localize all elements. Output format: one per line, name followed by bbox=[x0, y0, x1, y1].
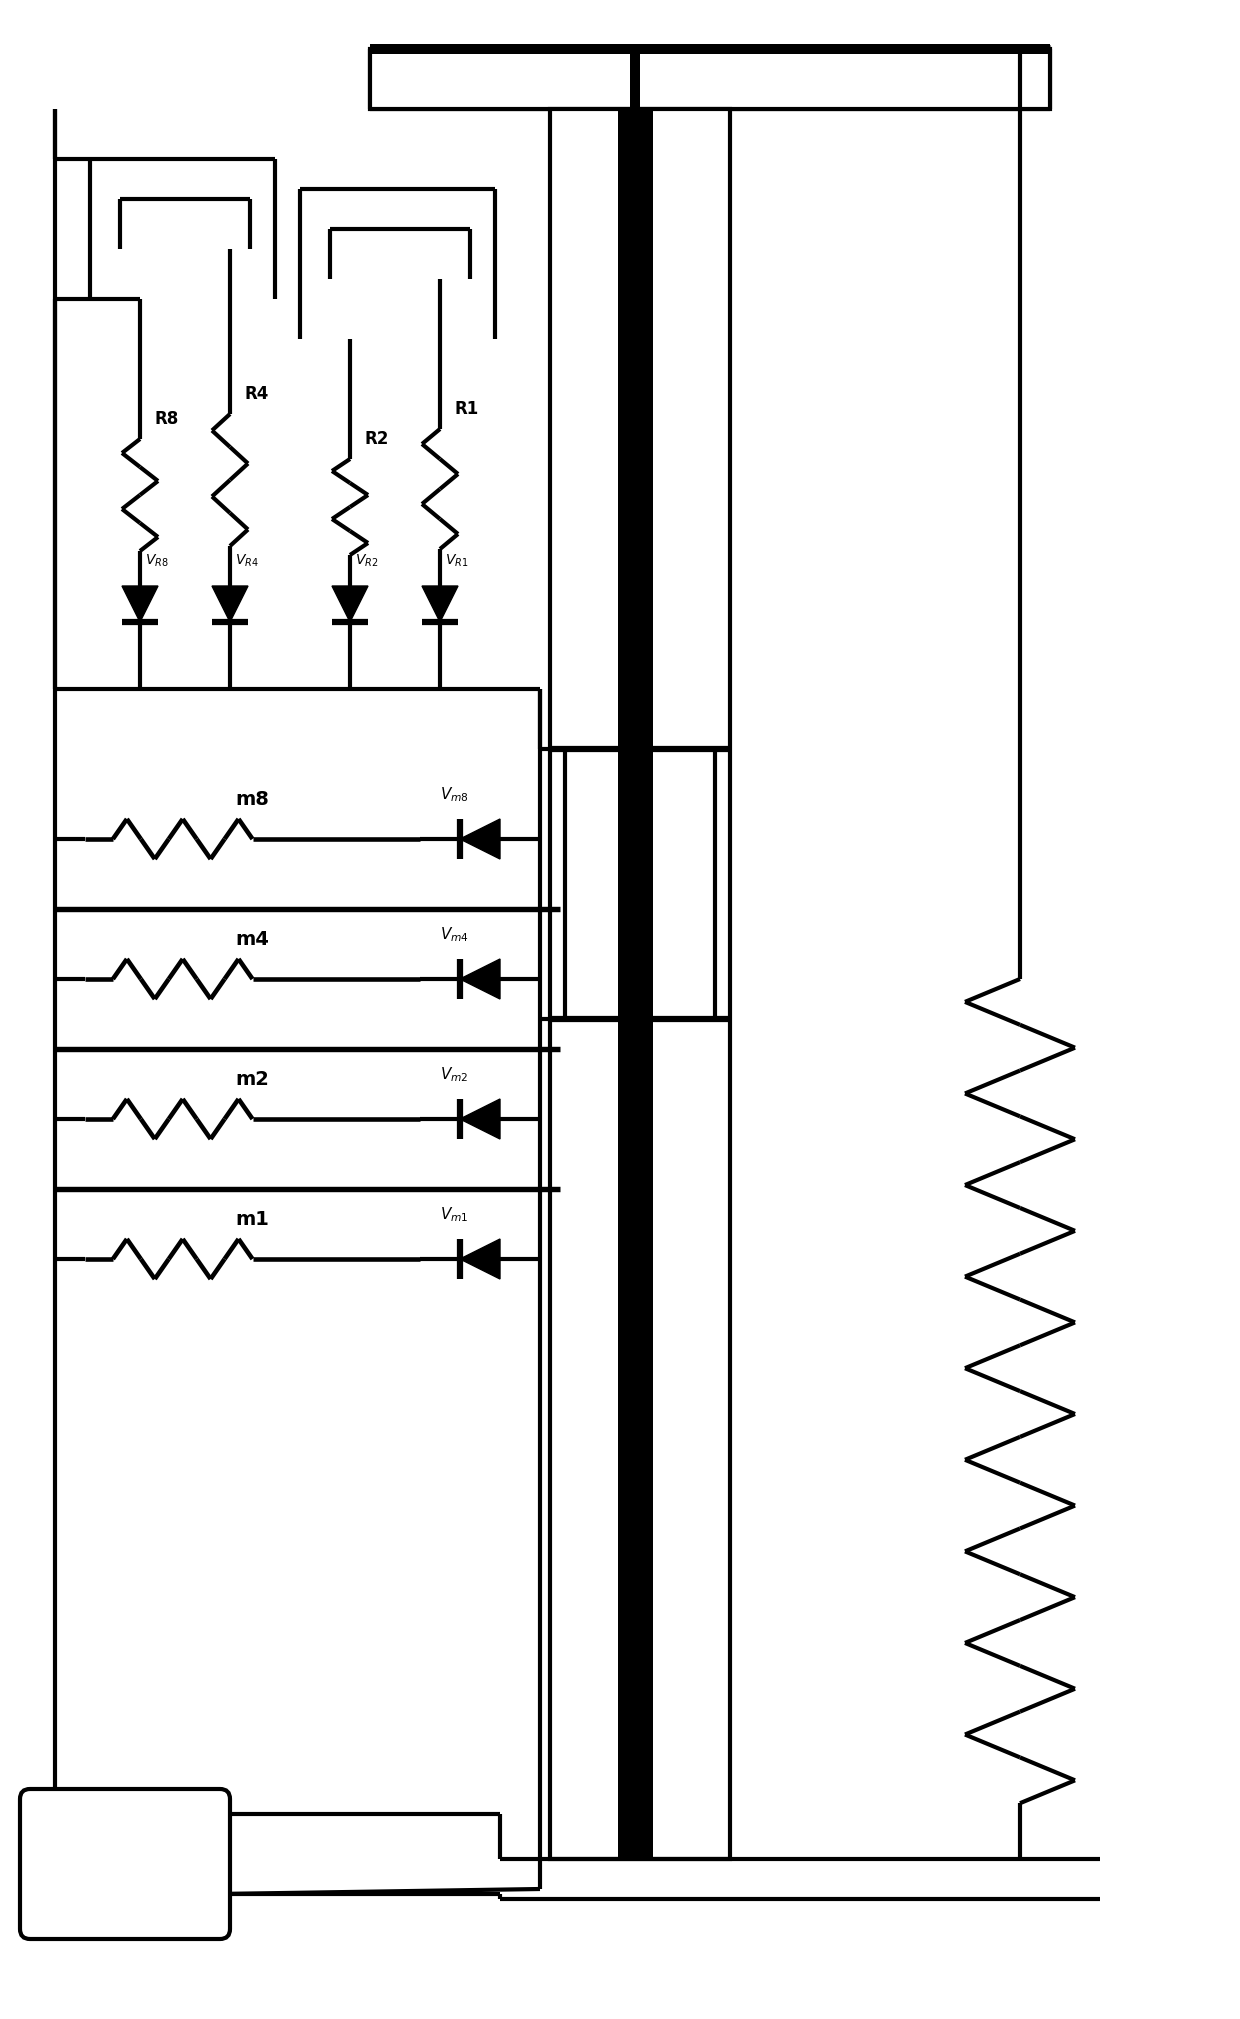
Polygon shape bbox=[212, 586, 248, 622]
Text: $V_{R4}$: $V_{R4}$ bbox=[236, 553, 259, 569]
Text: R1: R1 bbox=[455, 400, 479, 418]
Polygon shape bbox=[422, 586, 458, 622]
Text: $V_{m1}$: $V_{m1}$ bbox=[440, 1205, 469, 1224]
Text: R2: R2 bbox=[365, 430, 389, 448]
Text: m8: m8 bbox=[236, 789, 269, 810]
FancyBboxPatch shape bbox=[551, 109, 730, 1859]
Text: $V_{R8}$: $V_{R8}$ bbox=[145, 553, 169, 569]
Polygon shape bbox=[332, 586, 368, 622]
Text: R4: R4 bbox=[246, 386, 269, 404]
Polygon shape bbox=[460, 820, 500, 858]
FancyBboxPatch shape bbox=[20, 1789, 229, 1938]
Text: $V_{m8}$: $V_{m8}$ bbox=[440, 785, 469, 804]
FancyBboxPatch shape bbox=[370, 48, 1050, 109]
Text: $V_{m2}$: $V_{m2}$ bbox=[440, 1066, 469, 1084]
FancyBboxPatch shape bbox=[618, 109, 652, 1859]
Polygon shape bbox=[122, 586, 157, 622]
Text: $V_{R1}$: $V_{R1}$ bbox=[445, 553, 469, 569]
Text: m1: m1 bbox=[236, 1209, 269, 1230]
FancyBboxPatch shape bbox=[565, 749, 715, 1020]
Polygon shape bbox=[460, 959, 500, 999]
Polygon shape bbox=[460, 1240, 500, 1278]
Polygon shape bbox=[460, 1098, 500, 1139]
Text: $V_{R2}$: $V_{R2}$ bbox=[355, 553, 378, 569]
Text: m4: m4 bbox=[236, 931, 269, 949]
Text: m2: m2 bbox=[236, 1070, 269, 1088]
Text: $V_{m4}$: $V_{m4}$ bbox=[440, 925, 469, 945]
Text: R8: R8 bbox=[155, 410, 180, 428]
